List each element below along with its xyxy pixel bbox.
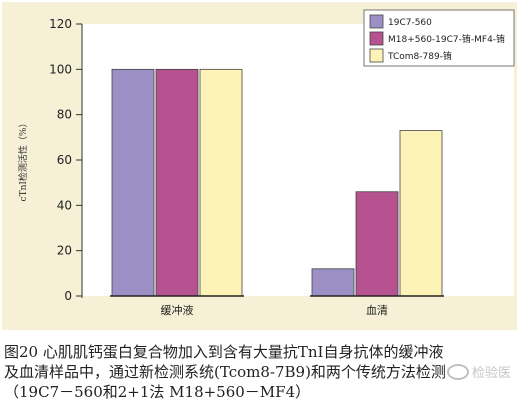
y-tick-label: 20 [57, 244, 72, 258]
watermark-text: 检验医 [471, 366, 511, 381]
caption-line-3: （19C7－560和2+1法 M18+560－MF4） [4, 383, 311, 401]
legend-label: 19C7-560 [388, 18, 432, 28]
x-category-label: 血清 [366, 303, 388, 317]
y-axis-label: cTnI检测活性（%） [17, 119, 29, 202]
x-category-label: 缓冲液 [161, 303, 194, 317]
caption-line-1: 图20 心肌肌钙蛋白复合物加入到含有大量抗TnI自身抗体的缓冲液 [4, 343, 444, 361]
y-tick-label: 80 [57, 108, 72, 122]
y-tick-label: 40 [57, 198, 72, 212]
watermark: 检验医 [446, 362, 511, 381]
bar [111, 68, 155, 297]
y-tick-label: 120 [49, 17, 72, 31]
y-tick-label: 100 [49, 62, 72, 76]
legend-swatch [369, 48, 384, 63]
figure-caption: 图20 心肌肌钙蛋白复合物加入到含有大量抗TnI自身抗体的缓冲液 及血清样品中，… [4, 342, 516, 402]
wechat-icon [446, 364, 469, 380]
bar [155, 68, 199, 297]
bar [355, 191, 399, 297]
bar [311, 268, 355, 297]
chart-figure: 0 20 40 60 80 100 120 缓冲液 血清 cTnI检测活性（%） 19C7-5… [2, 2, 517, 330]
legend-box [363, 9, 515, 67]
y-tick-label: 60 [57, 153, 72, 167]
legend-label: TCom8-789-铕 [387, 50, 452, 62]
bar-chart: 0 20 40 60 80 100 120 缓冲液 血清 cTnI检测活性（%） 19C7-5… [17, 9, 515, 317]
legend-swatch [369, 14, 384, 29]
bar [199, 68, 243, 297]
y-tick-label: 0 [64, 289, 72, 303]
legend-label: M18+560-19C7-铕-MF4-铕 [388, 33, 505, 45]
bar [399, 130, 443, 297]
legend-swatch [369, 31, 384, 46]
caption-line-2: 及血清样品中，通过新检测系统(Tcom8-7B9)和两个传统方法检测 [4, 363, 446, 381]
